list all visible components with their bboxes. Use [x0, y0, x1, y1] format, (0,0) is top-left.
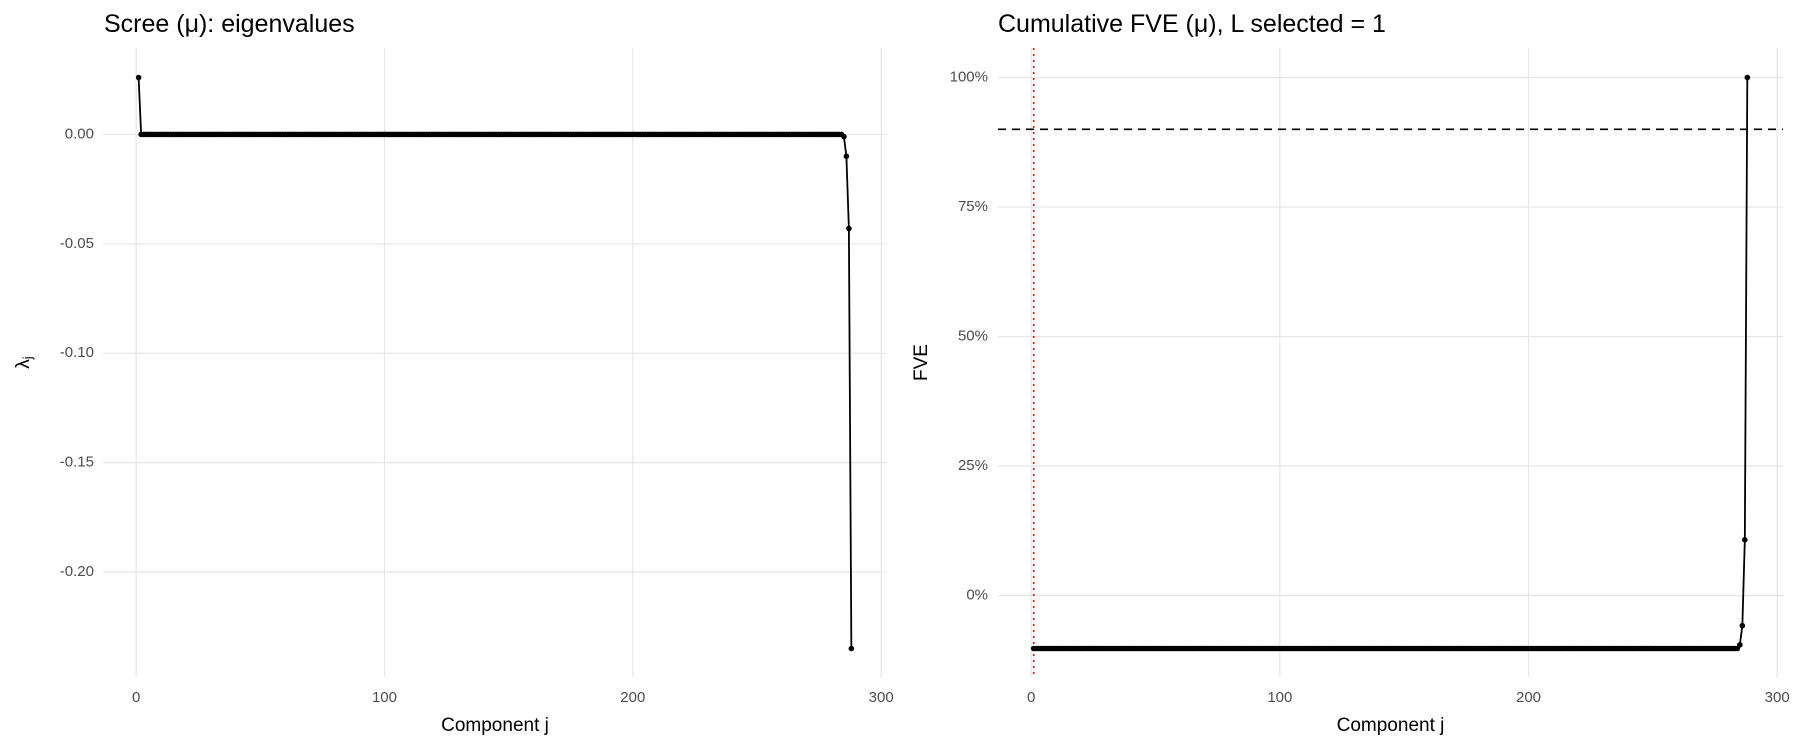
y-tick-label: -0.20	[60, 563, 94, 580]
x-tick-label: 200	[620, 689, 645, 706]
data-point	[841, 133, 847, 140]
chart-title: Cumulative FVE (μ), L selected = 1	[998, 10, 1386, 38]
y-axis-title-text: FVE	[911, 344, 932, 381]
data-point	[1742, 536, 1748, 543]
x-tick-label: 0	[132, 689, 140, 706]
x-tick-label: 200	[1516, 689, 1541, 706]
y-axis-title: FVE	[911, 344, 932, 381]
y-tick-label: -0.15	[60, 454, 94, 471]
x-axis-title: Component j	[441, 715, 549, 736]
y-axis-title: λj	[13, 356, 35, 369]
chart-title: Scree (μ): eigenvalues	[104, 10, 355, 38]
y-axis-title-subscript: j	[20, 356, 35, 360]
y-tick-label: 50%	[958, 328, 988, 345]
y-tick-label: 0%	[966, 587, 988, 604]
data-point	[1739, 622, 1746, 629]
y-tick-label: -0.05	[60, 235, 94, 252]
x-tick-label: 300	[1765, 689, 1790, 706]
data-point	[135, 74, 142, 81]
x-tick-label: 300	[869, 689, 894, 706]
data-point	[843, 153, 850, 160]
y-tick-label: 75%	[958, 198, 988, 215]
y-tick-label: 0.00	[65, 125, 94, 142]
data-point	[1744, 74, 1751, 81]
data-point	[848, 645, 855, 652]
y-tick-label: -0.10	[60, 344, 94, 361]
y-tick-label: 25%	[958, 457, 988, 474]
y-axis-title-text: λ	[13, 359, 34, 369]
x-tick-label: 100	[372, 689, 397, 706]
y-tick-label: 100%	[950, 69, 988, 86]
x-axis-title: Component j	[1337, 715, 1445, 736]
data-point	[1737, 642, 1743, 648]
x-tick-label: 100	[1267, 689, 1292, 706]
data-point	[846, 225, 852, 232]
x-tick-label: 0	[1027, 689, 1035, 706]
